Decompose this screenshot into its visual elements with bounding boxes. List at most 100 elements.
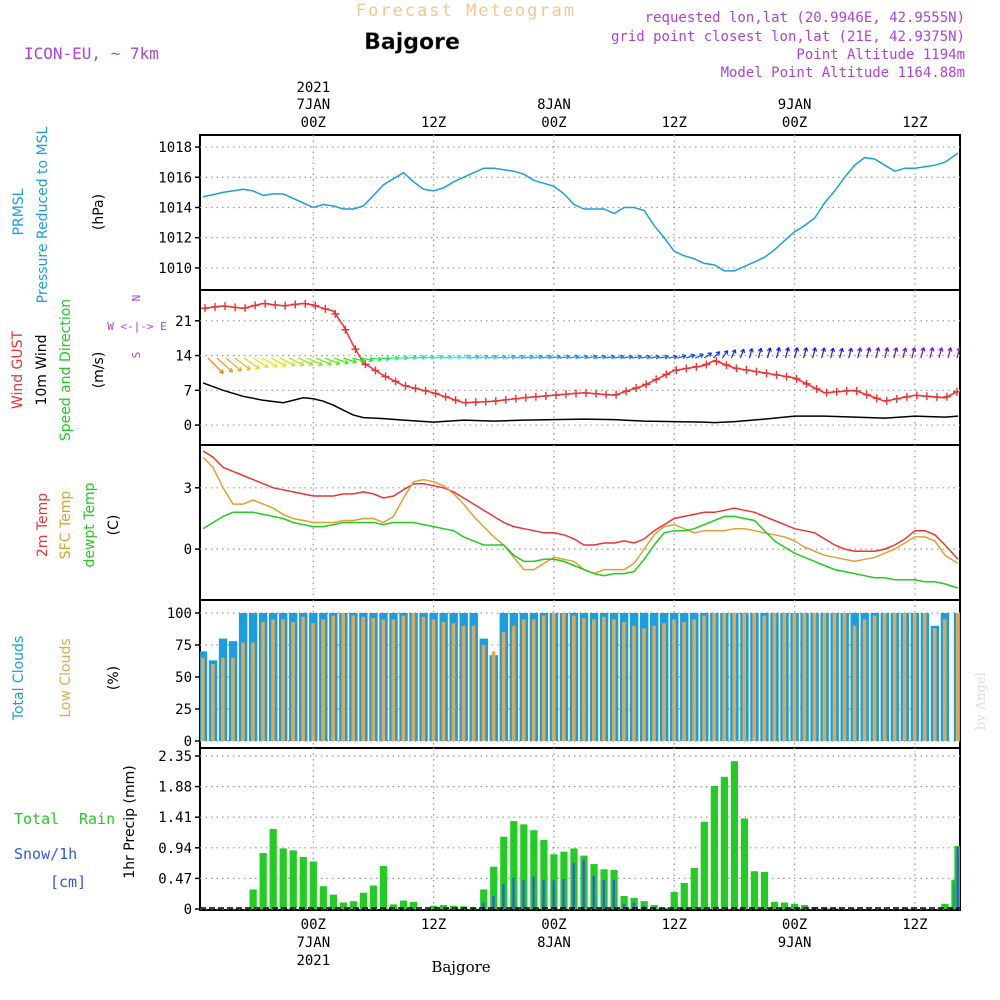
gust-marker [862,390,871,399]
snow-bar [572,862,575,909]
rain-bar [680,882,688,909]
wind-arrow [325,357,341,365]
snow-bar [512,877,515,909]
wind-arrow [505,355,516,359]
wind-arrow [270,357,287,367]
wind-arrow [748,348,753,359]
wind-arrowhead [681,354,687,360]
gust-marker [541,391,550,400]
low-cloud-bar [832,613,837,741]
low-cloud-bar [672,619,676,741]
wind-arrow [721,350,729,359]
wind-arrowhead [592,354,598,360]
low-cloud-bar [872,615,877,741]
gust-marker [571,389,580,398]
low-cloud-bar [321,619,325,741]
wind-arrow [668,355,678,359]
wind-arrow [604,355,615,359]
gust-marker [331,309,340,318]
wind-arrow [821,347,825,359]
bottom-year-label: 2021 [296,953,330,969]
wind-arrowhead [699,353,704,358]
wind-arrow [550,355,561,359]
wind-arrowhead [492,354,498,360]
low-cloud-bar [381,619,386,741]
wind-arrow [234,357,251,371]
low-cloud-bar [742,613,747,741]
bottom-time-axis: 00Z 7JAN 2021 12Z 00Z 8JAN 12Z 00Z 9JAN 12Z [296,917,927,969]
y-tick-label: 0 [184,902,192,918]
low-cloud-bar [501,632,506,741]
low-cloud-bar [361,616,366,741]
low-cloud-bar [622,621,626,741]
wind-arrowhead [255,364,260,370]
top-hour-label: 12Z [421,115,446,131]
wind-arrowhead [538,354,543,360]
gust-marker [231,303,240,312]
gust-marker [251,301,260,310]
chart-title: Forecast Meteogram [356,1,576,21]
gust-marker [241,303,250,312]
wind-arrow [595,355,606,359]
low-cloud-bar [221,657,225,741]
wind-arrowhead [757,347,763,353]
gust-marker [622,387,631,396]
low-cloud-bar [571,615,576,741]
wind-arrowhead [529,354,534,360]
top-date-label: 7JAN [296,97,330,113]
wind-arrow [586,355,597,359]
low-cloud-bar [642,628,646,741]
wind-arrowhead [902,347,908,352]
gust-marker [832,387,841,396]
wind-arrow [379,357,390,360]
wind-arrowhead [299,361,305,367]
wind-arrow [857,347,862,359]
low-cloud-bar [842,613,847,741]
y-tick-label: 25 [175,702,192,718]
gust-marker [301,299,310,308]
low-cloud-bar [241,642,245,741]
dewpoint-line [202,511,959,589]
wind-arrowhead [475,354,480,360]
wind-arrow [659,355,669,359]
temp-2m-line [202,450,959,560]
gust-marker [922,392,931,401]
snow-bar [602,880,605,909]
gust-label: Wind GUST [10,330,26,409]
gust-marker [431,389,440,398]
wind-arrow [766,347,771,359]
wind-arrow [757,348,762,359]
wind-arrow [938,347,943,359]
header: Forecast Meteogram Bajgore ICON-EU, ~ 7k… [24,1,989,976]
gust-marker [762,369,771,378]
rain-bar [730,761,739,909]
gust-marker [672,366,681,375]
gust-marker [872,394,881,403]
gust-marker [812,384,821,393]
plot-area [200,761,960,909]
wind-arrow [451,355,461,359]
wind-arrowhead [628,354,633,360]
low-cloud-bar [561,613,566,741]
low-cloud-bar [852,625,857,741]
snow-bar [956,847,959,909]
wind-arrow [632,355,642,359]
wind-arrow [442,356,452,359]
wind-arrowhead [335,360,341,366]
wind-arrowhead [655,354,660,360]
gust-marker [461,398,470,407]
wind-arrow [361,357,373,362]
gust-marker [551,391,560,400]
y-tick-label: 1.41 [158,810,192,826]
wind-arrow [902,347,907,359]
wind-arrowhead [601,354,607,360]
footer-location: Bajgore [431,958,490,976]
low-cloud-bar [311,623,315,741]
pressure-label-short: PRMSL [11,188,27,235]
wind-arrowhead [447,354,453,360]
gust-marker [952,387,960,396]
wind-arrow [487,355,498,359]
snow-bar [552,880,555,909]
panel-clouds: 0 25 50 75 100 [167,599,961,750]
top-hour-label: 00Z [782,115,807,131]
